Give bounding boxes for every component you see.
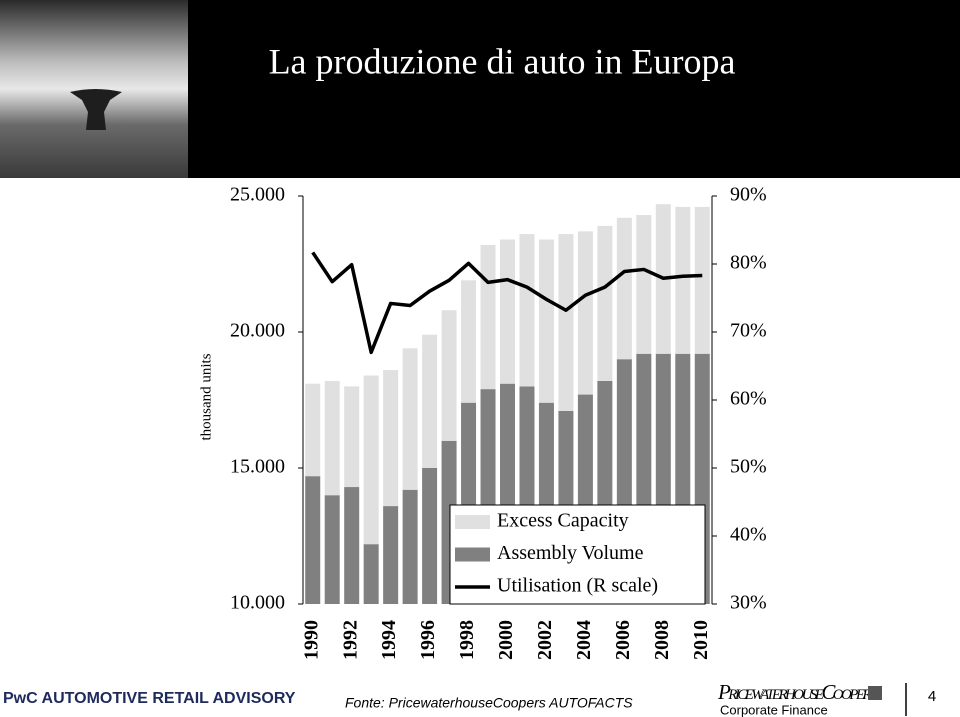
y-tick-label: 20.000: [230, 320, 285, 342]
x-tick-label: 1998: [456, 620, 478, 660]
x-tick-label: 2006: [612, 620, 634, 660]
bar-excess: [636, 215, 652, 354]
x-tick-label: 2000: [495, 620, 517, 660]
bar-assembly: [305, 476, 321, 604]
bar-excess: [519, 234, 535, 387]
division: Corporate Finance: [720, 702, 828, 717]
bar-excess: [383, 370, 399, 507]
bar-excess: [500, 239, 515, 384]
x-tick-label: 2008: [651, 620, 673, 660]
bar-excess: [305, 383, 321, 477]
legend-label: Assembly Volume: [497, 542, 644, 564]
bar-excess: [324, 380, 340, 496]
x-tick-label: 2002: [534, 620, 556, 660]
bar-excess: [538, 239, 554, 403]
bar-excess: [694, 206, 710, 354]
x-tick-label: 1990: [300, 620, 322, 660]
bar-assembly: [402, 489, 418, 604]
bar-assembly: [383, 506, 399, 604]
photo-sculpture: [70, 89, 122, 130]
bar-excess: [461, 280, 477, 403]
slide-title: La produzione di auto in Europa: [269, 41, 736, 81]
bar-assembly: [324, 495, 340, 604]
bar-excess: [402, 348, 418, 490]
bar-assembly: [363, 544, 379, 604]
header-photo: [0, 0, 188, 178]
x-tick-label: 2004: [573, 620, 595, 660]
bar-assembly: [422, 468, 438, 604]
bar-excess: [441, 310, 457, 441]
footer-left: PwC AUTOMOTIVE RETAIL ADVISORY: [3, 690, 296, 707]
bar-excess: [558, 234, 574, 411]
y2-tick-label: 30%: [730, 592, 767, 614]
source-note: Fonte: PricewaterhouseCoopers AUTOFACTS: [345, 695, 633, 711]
bar-excess: [675, 206, 691, 354]
bar-excess: [616, 217, 632, 360]
x-tick-label: 1996: [417, 620, 439, 660]
bar-excess: [344, 386, 360, 488]
y2-tick-label: 80%: [730, 252, 767, 274]
y2-tick-label: 60%: [730, 388, 767, 410]
page-number: 4: [928, 688, 936, 705]
company-logo: PricewaterhouseCoopers: [717, 680, 877, 704]
y-tick-label: 25.000: [230, 184, 285, 206]
y-tick-label: 15.000: [230, 456, 285, 478]
x-tick-label: 1994: [378, 620, 400, 660]
y-tick-label: 10.000: [230, 592, 285, 614]
y2-tick-label: 90%: [730, 184, 767, 206]
utilisation-line: [311, 251, 703, 355]
x-tick-label: 1992: [339, 620, 361, 660]
legend-swatch: [455, 515, 490, 529]
y2-tick-label: 40%: [730, 524, 767, 546]
bar-assembly: [344, 487, 360, 604]
bar-excess: [597, 225, 613, 381]
bar-excess: [422, 334, 438, 468]
legend-label: Utilisation (R scale): [497, 575, 658, 597]
legend-label: Excess Capacity: [497, 510, 629, 532]
y2-tick-label: 70%: [730, 320, 767, 342]
logo-mark: [868, 686, 882, 700]
x-tick-label: 2010: [690, 620, 712, 660]
bar-excess: [577, 231, 593, 395]
y-axis-label: thousand units: [198, 353, 214, 440]
legend-swatch: [455, 547, 490, 562]
bar-excess: [363, 375, 379, 545]
y2-tick-label: 50%: [730, 456, 767, 478]
bar-excess: [480, 244, 496, 390]
legend-box: [449, 504, 706, 605]
